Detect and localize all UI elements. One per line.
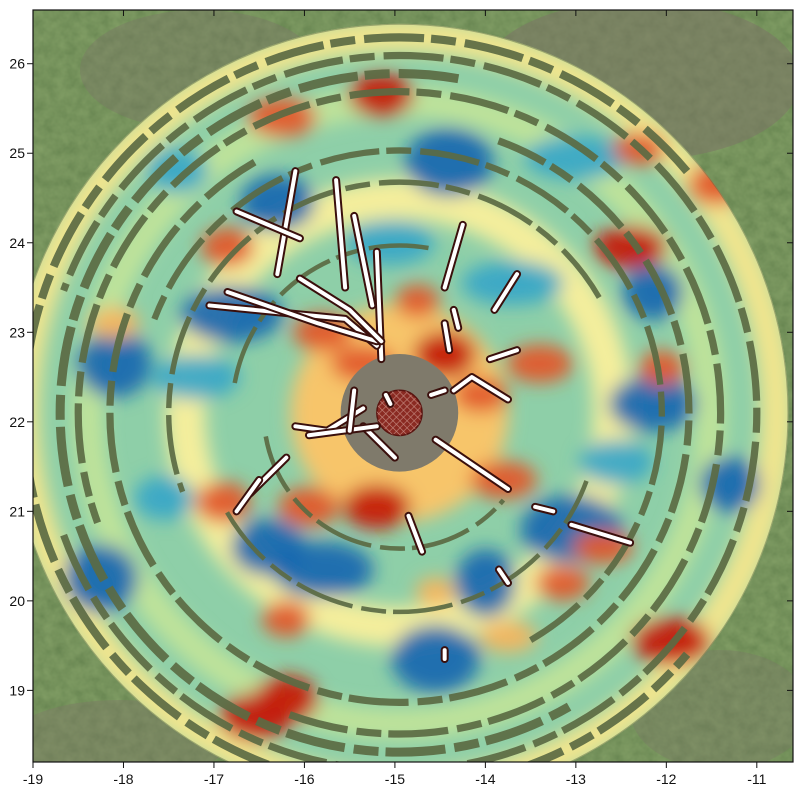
cold-spot — [134, 475, 195, 520]
y-tick-label: 21 — [9, 503, 25, 519]
linear-feature — [383, 392, 393, 406]
linear-feature — [361, 424, 397, 460]
linear-feature — [492, 272, 520, 312]
x-tick-label: -19 — [23, 771, 43, 787]
t-feature-stem — [347, 388, 357, 433]
hot-spot — [218, 693, 291, 742]
x-tick-label: -12 — [656, 771, 676, 787]
gap-ring — [149, 147, 665, 643]
hot-spot — [506, 344, 574, 383]
linear-feature — [442, 321, 452, 353]
plot-area — [33, 10, 793, 762]
hot-spot — [343, 484, 411, 530]
y-tick-label: 20 — [9, 593, 25, 609]
linear-feature — [225, 290, 379, 344]
y-axis: 19 20 21 22 23 24 25 26 — [9, 56, 793, 698]
y-tick-label: 23 — [9, 324, 25, 340]
linear-feature — [451, 307, 461, 330]
hot-spot — [415, 576, 456, 607]
cold-spot — [579, 440, 654, 485]
gap-ring — [232, 243, 429, 385]
gap-ring — [166, 179, 602, 493]
cold-spot — [231, 519, 306, 576]
linear-feature — [275, 169, 298, 277]
cold-spot — [608, 375, 697, 432]
linear-feature — [442, 222, 465, 290]
hot-spot — [262, 600, 311, 637]
gap-ring — [263, 436, 506, 551]
hot-spot — [479, 620, 537, 653]
y-tick-label: 26 — [9, 56, 25, 72]
linear-feature — [406, 513, 425, 554]
y-tick-label: 25 — [9, 145, 25, 161]
linear-feature — [234, 478, 262, 514]
gap-ring — [225, 480, 589, 615]
hot-spot — [278, 486, 340, 527]
y-tick-label: 19 — [9, 682, 25, 698]
cold-spot — [151, 355, 240, 400]
x-tick-label: -18 — [113, 771, 133, 787]
linear-feature — [569, 522, 633, 545]
linear-feature — [429, 388, 447, 397]
cold-spot — [405, 128, 494, 197]
plot-frame — [32, 9, 794, 763]
gap-ring — [55, 69, 572, 757]
linear-feature — [451, 375, 510, 402]
cold-spot — [391, 625, 480, 694]
gap-layer — [33, 23, 789, 762]
linear-feature — [487, 348, 520, 362]
t-feature-bar — [306, 424, 379, 438]
linear-feature — [234, 209, 302, 241]
cold-spot — [346, 220, 435, 265]
hot-spot — [201, 227, 255, 268]
hot-spot — [453, 377, 509, 413]
hot-spot — [395, 284, 440, 318]
linear-feature — [496, 567, 510, 585]
gap-ring — [106, 137, 693, 706]
x-tick-label: -15 — [385, 771, 405, 787]
cold-spot — [147, 149, 208, 194]
x-tick-label: -16 — [294, 771, 314, 787]
y-tick-label: 22 — [9, 414, 25, 430]
x-tick-label: -14 — [475, 771, 495, 787]
gap-ring — [74, 88, 725, 738]
hot-spot — [638, 350, 686, 386]
linear-feature — [352, 213, 375, 308]
linear-feature — [433, 437, 510, 491]
linear-feature — [297, 276, 384, 344]
x-axis: -19 -18 -17 -16 -15 -14 -13 -12 -11 — [23, 10, 767, 787]
gap-ring — [60, 51, 761, 762]
x-tick-label: -11 — [747, 771, 766, 787]
linear-feature — [533, 504, 556, 514]
feature-layer — [205, 167, 635, 664]
x-tick-label: -13 — [566, 771, 586, 787]
y-tick-label: 24 — [9, 235, 25, 251]
x-tick-label: -17 — [204, 771, 224, 787]
linear-feature — [334, 178, 348, 290]
gap-ring — [33, 33, 691, 762]
hot-spot — [535, 565, 590, 601]
